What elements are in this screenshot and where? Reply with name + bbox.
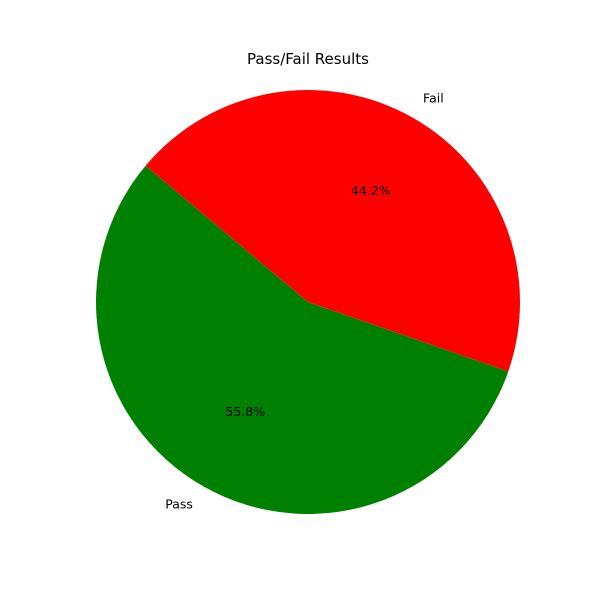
slice-label-fail: Fail — [423, 91, 444, 106]
slice-label-pass: Pass — [165, 496, 193, 511]
pie-slice-pass — [96, 165, 509, 514]
pie-slice-fail — [145, 89, 520, 372]
chart-title: Pass/Fail Results — [247, 50, 369, 68]
pie-labels: Pass 55.8% Fail 44.2% — [165, 91, 443, 512]
slice-pct-label-pass: 55.8% — [225, 404, 265, 419]
slice-pct-label-fail: 44.2% — [351, 183, 391, 198]
pie-slices — [96, 89, 520, 514]
